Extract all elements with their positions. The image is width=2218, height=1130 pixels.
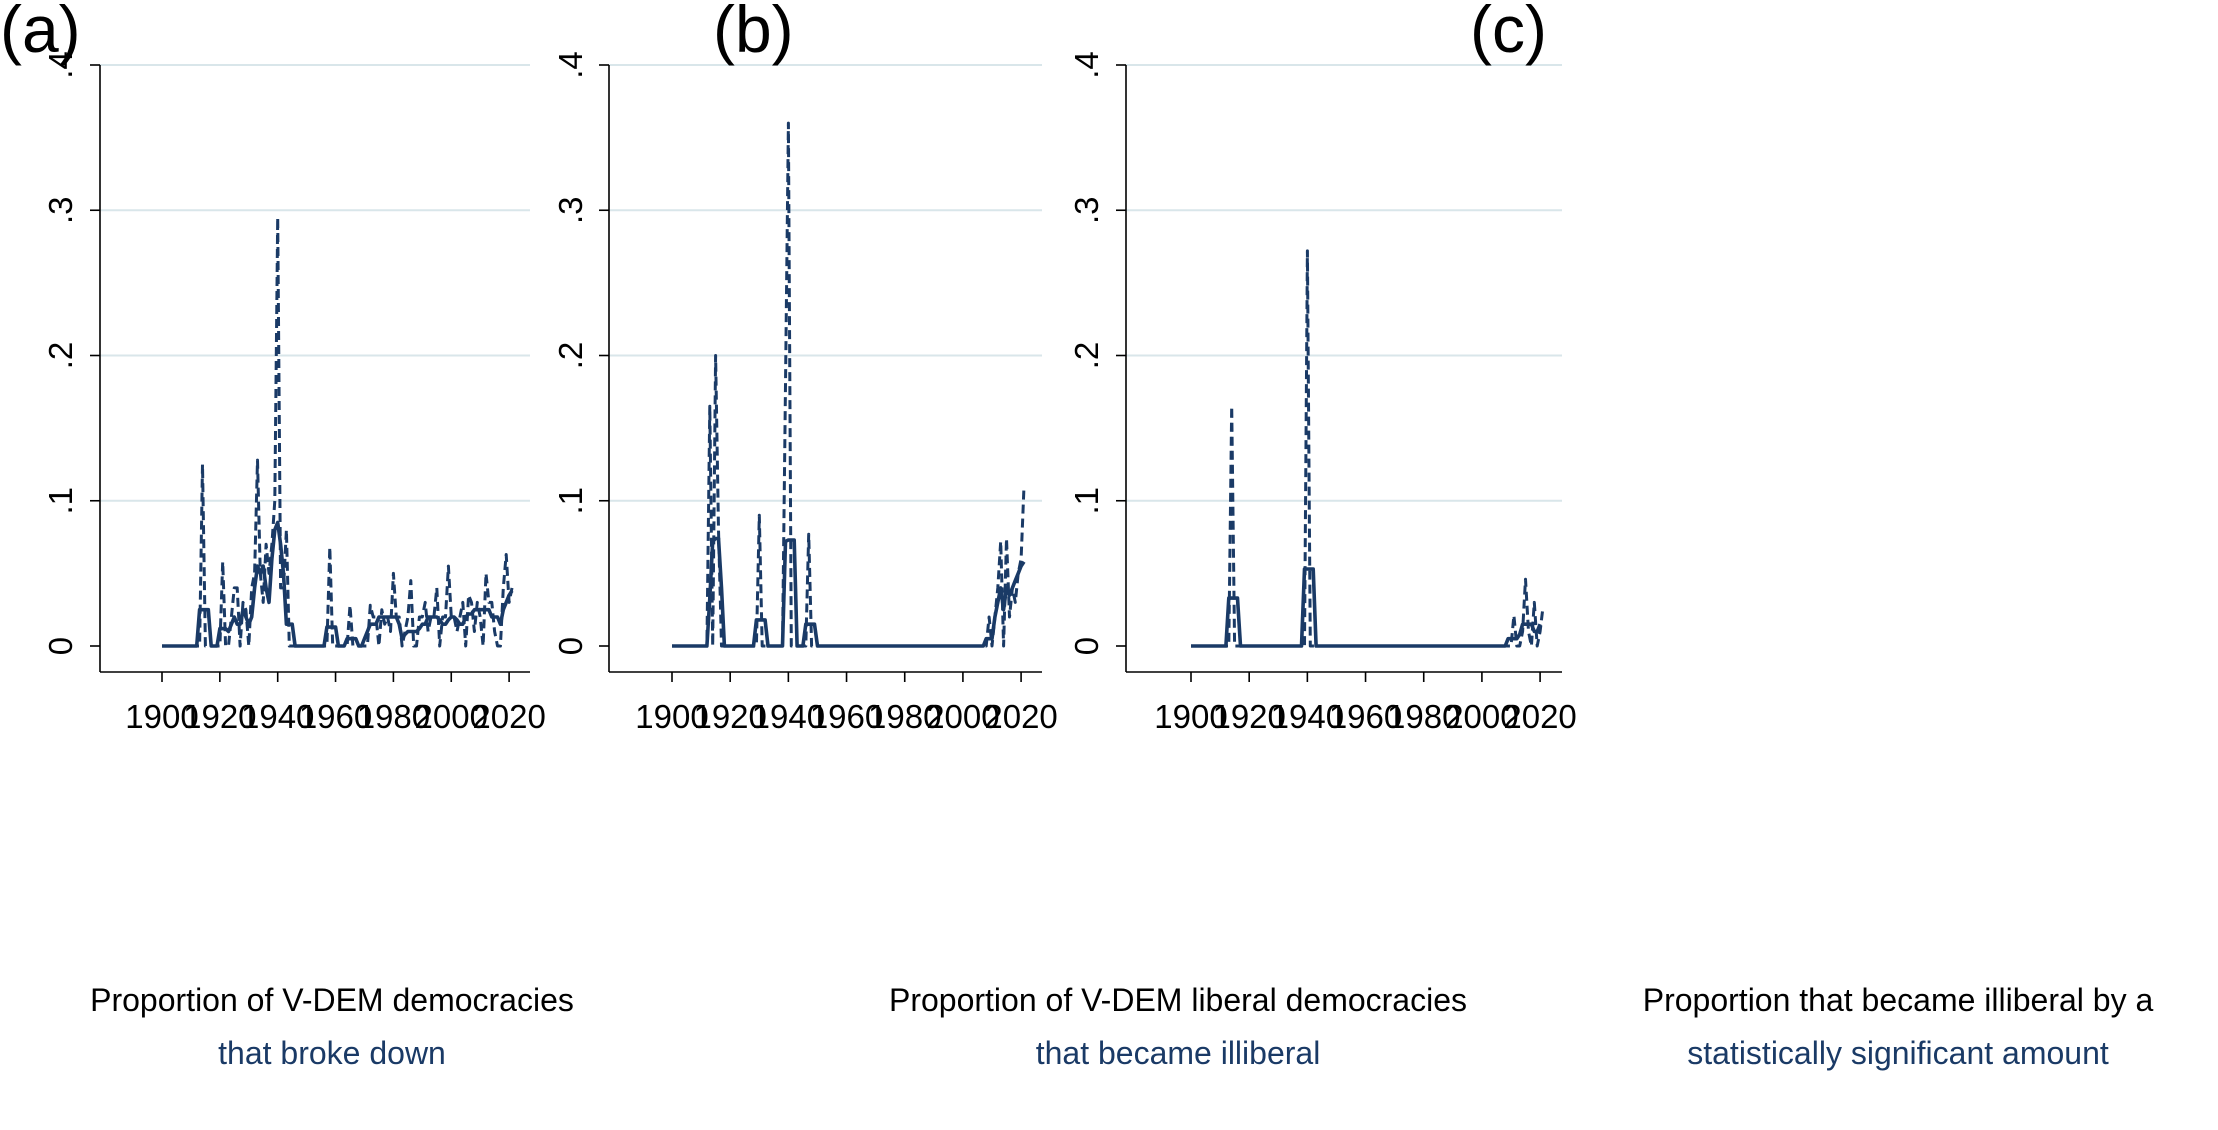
panel-c-y-tick-label-4: .4: [1068, 51, 1105, 79]
panel-c-x-tick-label-0: 1900: [1154, 698, 1227, 735]
panel-a-caption-line2: that broke down: [218, 1035, 446, 1071]
panel-a-series-dashed: [162, 216, 514, 648]
panel-a-x-tick-label-4: 1980: [357, 698, 430, 735]
panel-a-x-tick-label-3: 1960: [299, 698, 372, 735]
panel-b-y-tick-label-3: .3: [552, 196, 589, 224]
panel-c-x-tick-label-4: 1980: [1387, 698, 1460, 735]
panel-a-series-solid: [162, 520, 514, 648]
panel-a-caption-line1: Proportion of V-DEM democracies: [90, 982, 574, 1018]
panel-c-y-tick-label-0: 0: [1068, 637, 1105, 655]
panel-b-letter: (b): [713, 0, 794, 66]
panel-b-x-tick-label-1: 1920: [693, 698, 766, 735]
panel-c-caption-line2: statistically significant amount: [1687, 1035, 2109, 1071]
panel-c-x-tick-label-6: 2020: [1503, 698, 1576, 735]
panel-a-y-tick-label-3: .3: [42, 196, 79, 224]
panel-b-x-tick-label-6: 2020: [984, 698, 1057, 735]
panel-b-series-dashed: [672, 121, 1026, 648]
panel-c-x-tick-label-5: 2000: [1445, 698, 1518, 735]
panel-b-y-tick-label-0: 0: [552, 637, 589, 655]
panel-b-y-tick-label-4: .4: [552, 51, 589, 79]
panel-c-y-tick-label-1: .1: [1068, 487, 1105, 515]
panel-a-y-tick-label-0: 0: [42, 637, 79, 655]
panel-b-y-tick-label-2: .2: [552, 342, 589, 370]
panel-c-x-tick-label-2: 1940: [1271, 698, 1344, 735]
panel-a-x-tick-label-5: 2000: [415, 698, 488, 735]
panel-a-x-tick-label-0: 1900: [125, 698, 198, 735]
panel-c-series-solid: [1191, 567, 1542, 648]
panel-b-y-tick-label-1: .1: [552, 487, 589, 515]
panel-b-series-solid: [672, 536, 1026, 648]
panel-c-letter: (c): [1470, 0, 1547, 66]
panel-b-caption-line1: Proportion of V-DEM liberal democracies: [889, 982, 1467, 1018]
panel-c-y-tick-label-3: .3: [1068, 196, 1105, 224]
panel-c-series-dashed: [1191, 249, 1545, 648]
panel-c-x-tick-label-3: 1960: [1329, 698, 1402, 735]
panel-a-y-tick-label-1: .1: [42, 487, 79, 515]
panel-c-x-tick-label-1: 1920: [1212, 698, 1285, 735]
panel-b-x-tick-label-0: 1900: [635, 698, 708, 735]
panel-c-y-tick-label-2: .2: [1068, 342, 1105, 370]
panel-c-caption-line1: Proportion that became illiberal by a: [1643, 982, 2154, 1018]
panel-b-x-tick-label-5: 2000: [926, 698, 999, 735]
panel-b-x-tick-label-4: 1980: [868, 698, 941, 735]
panel-a-letter: (a): [0, 0, 81, 66]
panel-a-x-tick-label-6: 2020: [472, 698, 545, 735]
panel-a-x-tick-label-1: 1920: [183, 698, 256, 735]
panel-a-y-tick-label-2: .2: [42, 342, 79, 370]
panel-b-caption-line2: that became illiberal: [1036, 1035, 1321, 1071]
panel-a-y-tick-label-4: .4: [42, 51, 79, 79]
panel-b-x-tick-label-3: 1960: [810, 698, 883, 735]
panel-b-x-tick-label-2: 1940: [752, 698, 825, 735]
panel-a-x-tick-label-2: 1940: [241, 698, 314, 735]
